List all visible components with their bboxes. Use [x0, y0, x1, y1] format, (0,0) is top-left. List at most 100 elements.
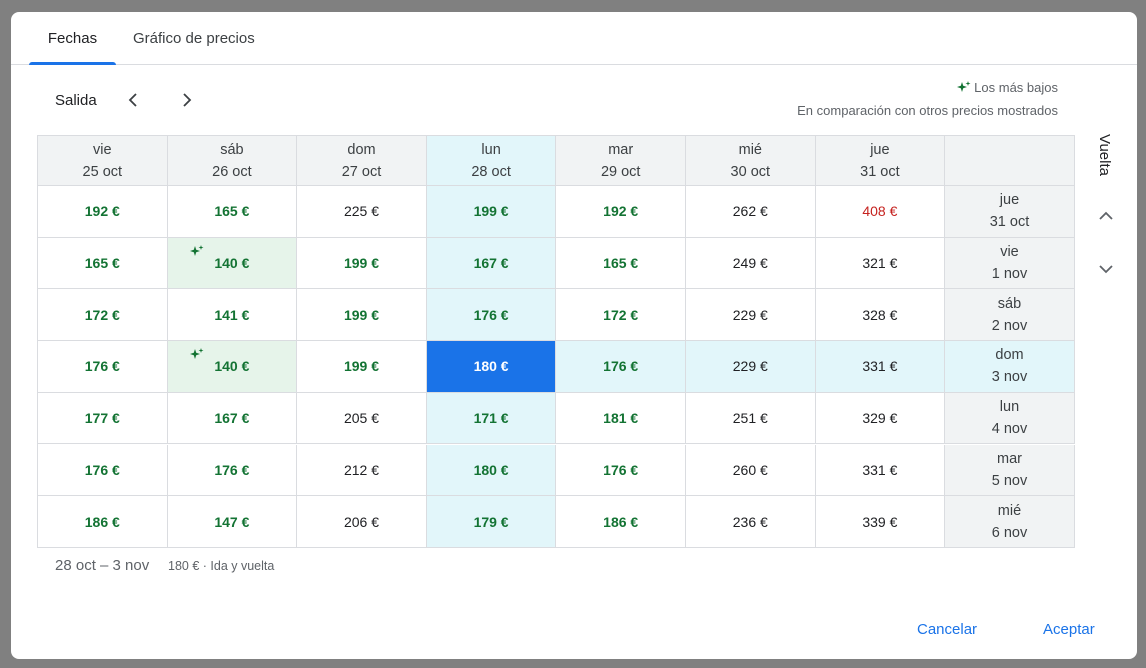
price-value: 262 €	[732, 203, 768, 220]
price-cell[interactable]: 181 €	[556, 392, 686, 445]
price-cell[interactable]: 206 €	[297, 496, 427, 548]
price-cell[interactable]: 176 €	[167, 444, 298, 497]
row-date: 5 nov	[991, 472, 1028, 489]
price-value: 331 €	[862, 358, 898, 375]
sparkle-icon	[189, 348, 204, 360]
price-cell[interactable]: 212 €	[297, 444, 427, 497]
row-date: 2 nov	[991, 317, 1028, 334]
header-day: vie	[93, 141, 112, 158]
return-date-header: jue 31 oct	[945, 186, 1075, 238]
header-date: 29 oct	[600, 163, 641, 180]
price-value: 140 €	[214, 358, 250, 375]
price-value: 165 €	[84, 255, 120, 272]
price-cell[interactable]: 167 €	[167, 392, 298, 445]
price-value: 205 €	[343, 410, 379, 427]
header-date: 30 oct	[730, 163, 771, 180]
price-cell[interactable]: 225 €	[297, 186, 427, 238]
price-cell[interactable]: 329 €	[815, 392, 946, 445]
price-cell[interactable]: 176 €	[556, 444, 686, 497]
price-value: 229 €	[732, 306, 768, 323]
cancel-button[interactable]: Cancelar	[917, 621, 978, 638]
price-value: 176 €	[214, 461, 250, 478]
price-cell[interactable]: 199 €	[297, 289, 427, 342]
return-date-header: dom 3 nov	[945, 341, 1075, 393]
corner-header	[945, 136, 1075, 186]
price-value: 206 €	[343, 513, 379, 530]
price-value: 172 €	[84, 306, 120, 323]
price-cell[interactable]: 199 €	[297, 341, 427, 393]
row-day: mar	[996, 450, 1022, 467]
price-value: 199 €	[343, 358, 379, 375]
price-cell[interactable]: 171 €	[426, 392, 557, 445]
price-cell[interactable]: 199 €	[297, 237, 427, 290]
price-cell[interactable]: 167 €	[426, 237, 557, 290]
price-cell[interactable]: 176 €	[38, 341, 168, 393]
scroll-down-button[interactable]	[1094, 257, 1118, 281]
price-cell[interactable]: 176 €	[426, 289, 557, 342]
price-cell[interactable]: 186 €	[556, 496, 686, 548]
price-cell[interactable]: 165 €	[556, 237, 686, 290]
price-cell[interactable]: 192 €	[38, 186, 168, 238]
chevron-left-icon	[128, 93, 137, 107]
price-cell[interactable]: 339 €	[815, 496, 946, 548]
price-cell[interactable]: 180 €	[426, 444, 557, 497]
price-cell[interactable]: 408 €	[815, 186, 946, 238]
price-cell[interactable]: 229 €	[686, 289, 816, 342]
price-value: 177 €	[84, 410, 120, 427]
accept-button[interactable]: Aceptar	[1043, 621, 1095, 638]
price-cell[interactable]: 262 €	[686, 186, 816, 238]
price-cell[interactable]: 205 €	[297, 392, 427, 445]
price-cell[interactable]: 229 €	[686, 341, 816, 393]
price-cell[interactable]: 177 €	[38, 392, 168, 445]
price-value: 186 €	[603, 513, 639, 530]
next-button[interactable]	[175, 89, 197, 111]
price-cell[interactable]: 260 €	[686, 444, 816, 497]
previous-button[interactable]	[123, 89, 145, 111]
price-cell[interactable]: 199 €	[426, 186, 557, 238]
price-value: 192 €	[603, 203, 639, 220]
row-date: 4 nov	[991, 421, 1028, 438]
header-day: dom	[347, 141, 376, 158]
departure-date-header: vie 25 oct	[38, 136, 168, 186]
price-cell[interactable]: 172 €	[38, 289, 168, 342]
price-cell[interactable]: 165 €	[167, 186, 298, 238]
row-day: jue	[999, 192, 1020, 209]
scroll-up-button[interactable]	[1094, 204, 1118, 228]
header-date: 25 oct	[82, 163, 123, 180]
price-value: 321 €	[862, 255, 898, 272]
departure-date-header: sáb 26 oct	[167, 136, 298, 186]
return-date-header: mié 6 nov	[945, 496, 1075, 548]
price-cell[interactable]: 236 €	[686, 496, 816, 548]
price-cell[interactable]: 165 €	[38, 237, 168, 290]
price-cell[interactable]: 192 €	[556, 186, 686, 238]
return-date-header: lun 4 nov	[945, 392, 1075, 445]
price-cell[interactable]: 141 €	[167, 289, 298, 342]
price-cell[interactable]: 331 €	[815, 444, 946, 497]
price-cell[interactable]: 140 €	[167, 341, 298, 393]
price-cell[interactable]: 176 €	[38, 444, 168, 497]
header-day: mié	[738, 141, 762, 158]
departure-date-header: mié 30 oct	[686, 136, 816, 186]
price-cell[interactable]: 180 €	[426, 341, 557, 393]
row-date: 6 nov	[991, 524, 1028, 541]
price-value: 180 €	[473, 358, 509, 375]
price-cell[interactable]: 172 €	[556, 289, 686, 342]
price-cell[interactable]: 176 €	[556, 341, 686, 393]
tab-grafico-de-precios[interactable]: Gráfico de precios	[133, 12, 255, 64]
price-cell[interactable]: 147 €	[167, 496, 298, 548]
price-cell[interactable]: 328 €	[815, 289, 946, 342]
price-value: 147 €	[214, 513, 250, 530]
price-cell[interactable]: 179 €	[426, 496, 557, 548]
price-cell[interactable]: 140 €	[167, 237, 298, 290]
price-cell[interactable]: 251 €	[686, 392, 816, 445]
price-value: 212 €	[343, 461, 379, 478]
price-cell[interactable]: 321 €	[815, 237, 946, 290]
price-cell[interactable]: 186 €	[38, 496, 168, 548]
tab-fechas[interactable]: Fechas	[29, 12, 116, 65]
row-day: sáb	[997, 295, 1022, 312]
price-cell[interactable]: 331 €	[815, 341, 946, 393]
price-cell[interactable]: 249 €	[686, 237, 816, 290]
legend-lowest-label: Los más bajos	[974, 80, 1058, 95]
tab-bar: Fechas Gráfico de precios	[11, 12, 1137, 65]
price-value: 180 €	[473, 461, 509, 478]
